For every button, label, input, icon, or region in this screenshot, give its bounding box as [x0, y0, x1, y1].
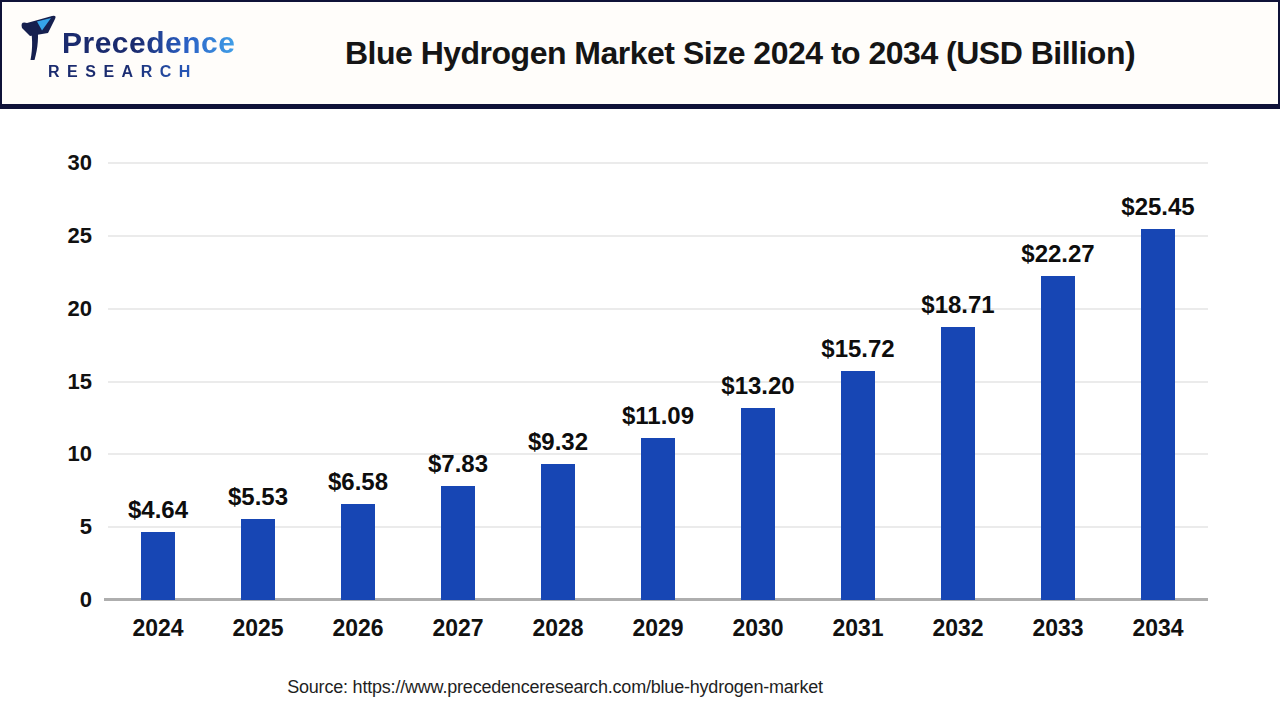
source-url: Source: https://www.precedenceresearch.c…	[0, 677, 1110, 698]
infographic: Precedence RESEARCH Blue Hydrogen Market…	[0, 0, 1280, 720]
data-label-2029: $11.09	[588, 402, 728, 430]
data-label-2028: $9.32	[488, 428, 628, 456]
x-tick-label: 2027	[408, 614, 508, 642]
bar-2026	[341, 504, 375, 600]
x-tick-label: 2030	[708, 614, 808, 642]
precedence-research-logo: Precedence RESEARCH	[20, 14, 250, 81]
data-label-2030: $13.20	[688, 372, 828, 400]
bar-2027	[441, 486, 475, 600]
x-tick-label: 2032	[908, 614, 1008, 642]
x-tick-label: 2025	[208, 614, 308, 642]
bar-2033	[1041, 276, 1075, 600]
x-tick-label: 2029	[608, 614, 708, 642]
bar-2025	[241, 519, 275, 600]
bar-2024	[141, 532, 175, 600]
header: Precedence RESEARCH Blue Hydrogen Market…	[0, 0, 1280, 109]
y-tick-label: 20	[40, 296, 92, 322]
x-tick-label: 2034	[1108, 614, 1208, 642]
x-tick-label: 2026	[308, 614, 408, 642]
bar-2031	[841, 371, 875, 600]
bar-2028	[541, 464, 575, 600]
brand-subtitle: RESEARCH	[20, 63, 250, 81]
data-label-2032: $18.71	[888, 291, 1028, 319]
x-tick-label: 2033	[1008, 614, 1108, 642]
gridline	[108, 235, 1208, 237]
y-tick-label: 15	[40, 369, 92, 395]
data-label-2031: $15.72	[788, 335, 928, 363]
x-tick-label: 2028	[508, 614, 608, 642]
bar-2032	[941, 327, 975, 600]
data-label-2034: $25.45	[1088, 193, 1228, 221]
y-tick-label: 0	[40, 587, 92, 613]
plot-area: $4.64$5.53$6.58$7.83$9.32$11.09$13.20$15…	[108, 163, 1208, 600]
y-tick-label: 30	[40, 150, 92, 176]
x-tick-label: 2031	[808, 614, 908, 642]
pennant-flag-icon	[20, 14, 60, 62]
chart-title: Blue Hydrogen Market Size 2024 to 2034 (…	[345, 35, 1135, 72]
gridline	[108, 162, 1208, 164]
data-label-2033: $22.27	[988, 240, 1128, 268]
y-tick-label: 10	[40, 441, 92, 467]
x-tick-label: 2024	[108, 614, 208, 642]
bar-2029	[641, 438, 675, 600]
bar-2034	[1141, 229, 1175, 600]
bar-2030	[741, 408, 775, 600]
y-tick-label: 25	[40, 223, 92, 249]
y-tick-label: 5	[40, 514, 92, 540]
brand-name: Precedence	[62, 28, 235, 62]
